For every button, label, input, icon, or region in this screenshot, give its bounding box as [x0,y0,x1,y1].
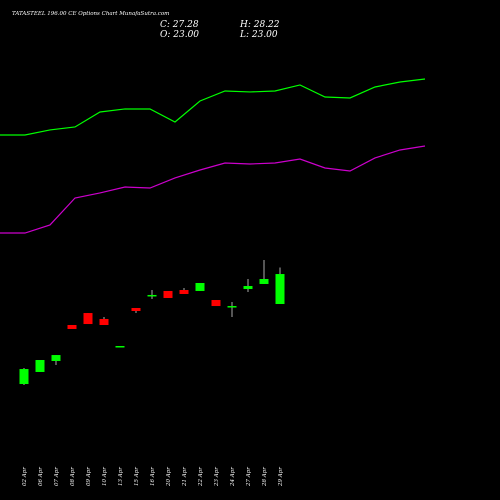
x-tick-label: 07 Apr [54,467,60,486]
candle-body [163,290,173,298]
x-tick-label: 20 Apr [166,467,172,487]
x-tick-label: 28 Apr [262,467,268,487]
high-info: H: 28.22 [239,20,280,30]
candle-body [67,325,77,329]
x-tick-label: 06 Apr [38,467,44,486]
close-info: C: 27.28 [160,20,199,30]
candle-body [227,306,237,308]
x-tick-label: 10 Apr [102,467,108,486]
candle-body [211,300,221,307]
candle-body [83,313,93,325]
x-tick-label: 15 Apr [134,467,140,486]
x-tick-label: 02 Apr [22,467,28,486]
candle-body [115,346,125,348]
candle-body [195,283,205,291]
x-tick-label: 21 Apr [182,467,188,487]
open-info: O: 23.00 [160,30,199,40]
x-tick-label: 09 Apr [86,467,92,486]
indicator-line [0,78,426,136]
candle-body [19,369,29,385]
x-tick-label: 13 Apr [118,467,124,486]
low-info: L: 23.00 [239,30,278,40]
candle-body [275,274,285,305]
candle-body [179,290,189,294]
candle-body [51,355,61,361]
candle-body [147,294,157,297]
candle-body [131,307,141,312]
x-tick-label: 27 Apr [246,467,252,487]
x-tick-label: 16 Apr [150,467,156,486]
candle-body [99,318,109,326]
x-tick-label: 23 Apr [214,467,220,487]
indicator-line [0,145,426,234]
candle-body [243,286,253,290]
x-tick-label: 29 Apr [278,467,284,487]
candle-body [35,360,45,372]
candle-body [259,279,269,284]
x-tick-label: 22 Apr [198,467,204,487]
x-tick-label: 24 Apr [230,467,236,487]
x-tick-label: 08 Apr [70,467,76,486]
chart-title: TATASTEEL 196.00 CE Options Chart Munafa… [12,11,169,17]
